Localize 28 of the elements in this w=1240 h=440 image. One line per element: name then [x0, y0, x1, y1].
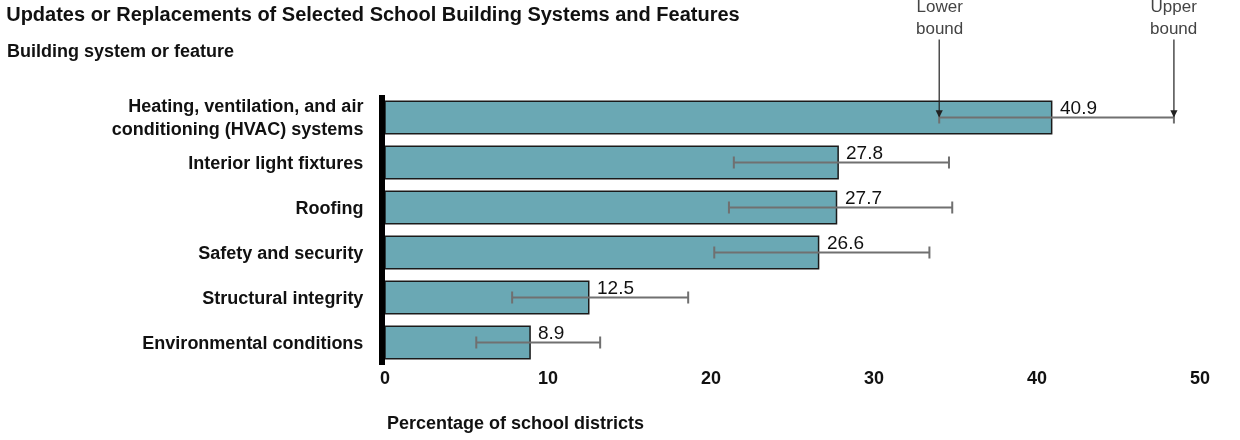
chart-title: Updates or Replacements of Selected School Building Systems and Features: [6, 2, 740, 25]
annotation: Lower bound: [916, 0, 964, 39]
data-label: 40.9: [1060, 97, 1097, 118]
bar: [385, 235, 820, 270]
x-tick-label: 50: [1189, 368, 1211, 388]
data-label: 27.7: [845, 187, 882, 208]
y-tick-label: Roofing: [295, 197, 364, 218]
x-axis-title: Percentage of school districts: [387, 413, 645, 433]
y-tick-label: Structural integrity: [202, 287, 364, 308]
y-axis-title: Building system or feature: [7, 41, 235, 61]
annotation: Upper bound: [1150, 0, 1198, 39]
y-tick-label: Heating, ventilation, and air conditioning (HVAC) systems: [111, 96, 364, 140]
data-label: 8.9: [538, 322, 565, 343]
bar: [385, 190, 838, 225]
bar: [385, 325, 531, 360]
bar: [385, 145, 839, 180]
x-tick-label: 40: [1026, 368, 1048, 388]
y-tick-label: Interior light fixtures: [188, 152, 364, 173]
data-label: 26.6: [827, 232, 864, 253]
x-tick-label: 20: [700, 368, 722, 388]
x-tick-label: 30: [863, 368, 885, 388]
x-tick-label: 10: [537, 368, 559, 388]
x-tick-label: 0: [379, 368, 391, 388]
y-tick-label: Safety and security: [198, 242, 364, 263]
y-tick-label: Environmental conditions: [142, 332, 364, 353]
data-label: 12.5: [597, 277, 634, 298]
bar: [385, 280, 590, 315]
data-label: 27.8: [846, 142, 883, 163]
